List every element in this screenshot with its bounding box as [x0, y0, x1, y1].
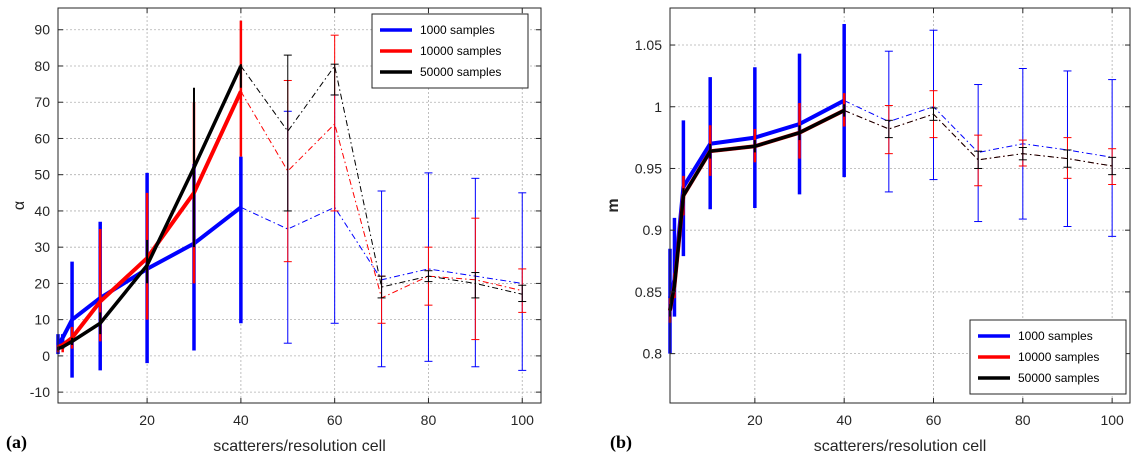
legend-entry: 50000 samples — [1018, 371, 1099, 385]
legend-entry: 1000 samples — [1018, 329, 1093, 343]
y-tick-label: 0.85 — [635, 284, 662, 300]
y-tick-label: 0.95 — [635, 160, 662, 176]
x-tick-label: 60 — [926, 412, 942, 428]
chart-panel-1: 20 40 60 80 100 -10 0 10 20 30 40 50 60 70 80 90 scatter… — [6, 7, 542, 455]
series-line-solid — [668, 108, 845, 311]
x-tick-label: 20 — [747, 412, 763, 428]
series-line-dashdot — [240, 64, 523, 295]
panel-label: (b) — [610, 432, 632, 453]
y-axis-label: m — [605, 198, 622, 212]
y-tick-label: 30 — [34, 239, 50, 255]
legend-entry: 10000 samples — [420, 44, 501, 58]
y-tick-label: 0 — [42, 348, 50, 364]
x-tick-label: 60 — [327, 412, 343, 428]
x-axis-label: scatterers/resolution cell — [213, 438, 386, 455]
y-tick-label: 90 — [34, 22, 50, 38]
x-tick-label: 100 — [1100, 412, 1124, 428]
y-tick-label: 60 — [34, 130, 50, 146]
y-tick-label: 40 — [34, 203, 50, 219]
x-axis-label: scatterers/resolution cell — [814, 438, 987, 455]
y-tick-label: 50 — [34, 167, 50, 183]
x-tick-label: 80 — [421, 412, 437, 428]
x-tick-label: 80 — [1015, 412, 1031, 428]
y-tick-label: -10 — [30, 384, 50, 400]
y-tick-label: 0.8 — [643, 346, 663, 362]
axes-frame — [669, 7, 1131, 404]
y-tick-label: 0.9 — [643, 222, 663, 238]
series-line-solid — [57, 65, 243, 351]
legend-box — [969, 319, 1127, 395]
legend-entry: 10000 samples — [1018, 350, 1099, 364]
y-axis-label: α — [11, 201, 28, 210]
legend-entry: 1000 samples — [420, 23, 495, 37]
legend: 1000 samples 10000 samples 50000 samples — [969, 319, 1127, 395]
y-tick-label: 20 — [34, 275, 50, 291]
legend-entry: 50000 samples — [420, 65, 501, 79]
legend: 1000 samples 10000 samples 50000 samples — [371, 13, 529, 89]
y-tick-label: 1.05 — [635, 37, 662, 53]
axes-frame — [57, 7, 542, 404]
legend-box — [371, 13, 529, 89]
series-50000-samples — [668, 104, 1117, 317]
x-tick-label: 40 — [836, 412, 852, 428]
x-tick-label: 40 — [233, 412, 249, 428]
panel-label: (a) — [6, 432, 27, 453]
chart-panel-2: 20 40 60 80 100 0.8 0.85 0.9 0.95 1 1.05 scatterers… — [605, 7, 1131, 455]
x-tick-label: 100 — [511, 412, 535, 428]
y-tick-label: 70 — [34, 94, 50, 110]
y-tick-label: 1 — [654, 99, 662, 115]
series-50000-samples — [57, 54, 527, 351]
y-tick-label: 10 — [34, 312, 50, 328]
y-tick-label: 80 — [34, 58, 50, 74]
x-tick-label: 20 — [139, 412, 155, 428]
